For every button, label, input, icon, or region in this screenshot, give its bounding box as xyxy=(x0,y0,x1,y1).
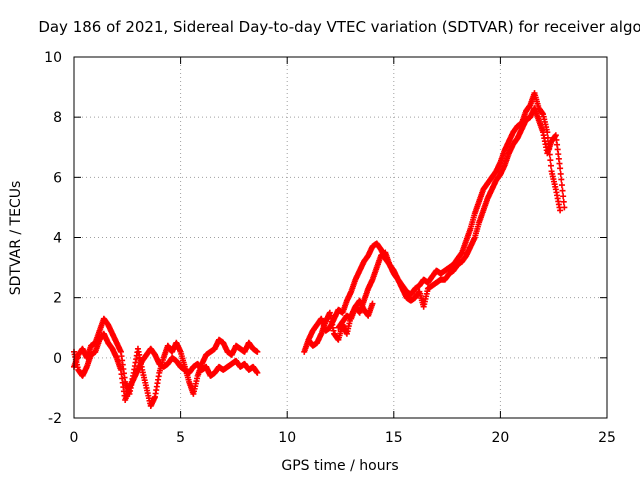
y-axis-label: SDTVAR / TECUs xyxy=(8,181,24,296)
data-point xyxy=(561,204,568,211)
plot-frame xyxy=(73,56,608,419)
data-point xyxy=(547,162,554,169)
data-point xyxy=(557,165,564,172)
x-tick-label: 0 xyxy=(70,430,79,446)
data-point xyxy=(560,193,567,200)
data-point xyxy=(547,157,554,164)
y-tick-label: 0 xyxy=(53,351,62,367)
x-tick-label: 15 xyxy=(385,430,403,446)
axis-ticks: 0 5 10 15 20 25 -2 0 2 4 6 8 10 xyxy=(44,50,616,446)
data-point xyxy=(254,369,261,376)
y-tick-label: 10 xyxy=(44,50,62,66)
x-tick-label: 10 xyxy=(278,430,296,446)
data-point xyxy=(254,348,261,355)
x-tick-label: 5 xyxy=(176,430,185,446)
x-tick-label: 20 xyxy=(491,430,509,446)
y-tick-label: 2 xyxy=(53,291,62,307)
data-series xyxy=(71,90,568,409)
chart-title: Day 186 of 2021, Sidereal Day-to-day VTE… xyxy=(38,18,640,36)
data-point xyxy=(559,187,566,194)
data-point xyxy=(557,170,564,177)
data-point xyxy=(558,182,565,189)
data-point xyxy=(560,198,567,205)
y-tick-label: 4 xyxy=(53,231,62,247)
x-axis-label: GPS time / hours xyxy=(281,458,398,474)
data-point xyxy=(557,207,564,214)
data-point xyxy=(558,176,565,183)
y-tick-label: -2 xyxy=(48,411,62,427)
x-tick-label: 25 xyxy=(598,430,616,446)
y-tick-label: 8 xyxy=(53,110,62,126)
y-tick-label: 6 xyxy=(53,170,62,186)
data-point xyxy=(369,300,376,307)
